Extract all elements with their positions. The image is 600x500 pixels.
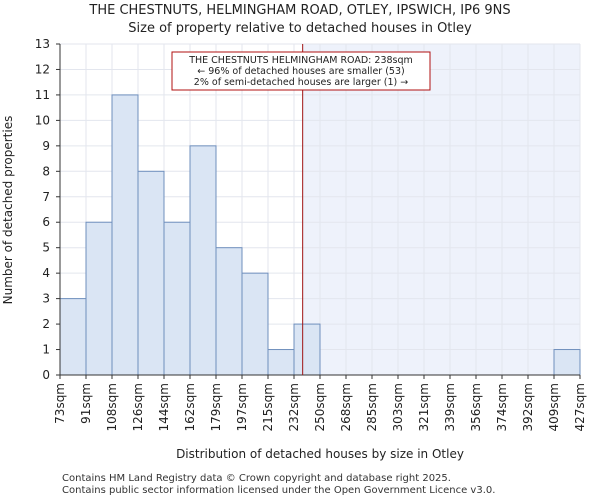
histogram-bar xyxy=(553,349,581,376)
x-tick-label: 108sqm xyxy=(105,383,119,431)
annotation-box xyxy=(171,51,431,91)
y-tick-label: 9 xyxy=(42,139,50,153)
x-tick-label: 144sqm xyxy=(157,383,171,431)
y-axis-label: Number of detached properties xyxy=(1,116,15,305)
x-tick-label: 215sqm xyxy=(261,383,275,431)
annotation-line: ← 96% of detached houses are smaller (53… xyxy=(197,66,404,77)
histogram-bar xyxy=(163,221,191,376)
histogram-bar xyxy=(189,145,217,376)
annotation-line: 2% of semi-detached houses are larger (1… xyxy=(194,77,408,88)
x-tick-label: 374sqm xyxy=(495,383,509,431)
y-tick-label: 2 xyxy=(42,317,50,331)
footer-copyright: Contains HM Land Registry data © Crown c… xyxy=(62,473,451,484)
x-tick-label: 250sqm xyxy=(313,383,327,431)
y-tick-label: 10 xyxy=(35,113,50,127)
y-tick-label: 11 xyxy=(35,88,50,102)
x-tick-label: 392sqm xyxy=(521,383,535,431)
x-tick-label: 409sqm xyxy=(547,383,561,431)
x-tick-label: 321sqm xyxy=(417,383,431,431)
chart-subtitle: Size of property relative to detached ho… xyxy=(128,21,472,36)
x-tick-label: 339sqm xyxy=(443,383,457,431)
x-tick-label: 285sqm xyxy=(365,383,379,431)
footer-licence: Contains public sector information licen… xyxy=(62,485,496,496)
y-tick-label: 1 xyxy=(42,343,50,357)
histogram-bar xyxy=(59,298,87,376)
x-tick-label: 126sqm xyxy=(131,383,145,431)
x-tick-label: 197sqm xyxy=(235,383,249,431)
x-tick-label: 232sqm xyxy=(287,383,301,431)
histogram-bar xyxy=(85,221,113,376)
y-tick-label: 7 xyxy=(42,190,50,204)
x-tick-label: 303sqm xyxy=(391,383,405,431)
histogram-bar xyxy=(215,247,243,376)
histogram-bar xyxy=(111,94,139,376)
y-tick-label: 12 xyxy=(35,62,50,76)
x-tick-label: 356sqm xyxy=(469,383,483,431)
y-tick-label: 13 xyxy=(35,37,50,51)
y-tick-label: 0 xyxy=(42,368,50,382)
y-tick-label: 5 xyxy=(42,241,50,255)
histogram-bar xyxy=(267,349,295,376)
histogram-bar xyxy=(241,272,269,376)
x-tick-label: 73sqm xyxy=(53,383,67,424)
annotation-line: THE CHESTNUTS HELMINGHAM ROAD: 238sqm xyxy=(188,55,413,66)
highlight-region xyxy=(302,44,580,375)
x-tick-label: 162sqm xyxy=(183,383,197,431)
chart-title: THE CHESTNUTS, HELMINGHAM ROAD, OTLEY, I… xyxy=(89,3,511,18)
x-tick-label: 268sqm xyxy=(339,383,353,431)
y-tick-label: 3 xyxy=(42,292,50,306)
x-tick-label: 179sqm xyxy=(209,383,223,431)
x-tick-label: 91sqm xyxy=(79,383,93,424)
x-axis-label: Distribution of detached houses by size … xyxy=(176,447,464,461)
y-tick-label: 8 xyxy=(42,164,50,178)
histogram-bar xyxy=(137,170,165,376)
x-tick-label: 427sqm xyxy=(573,383,587,431)
y-tick-label: 6 xyxy=(42,215,50,229)
y-tick-label: 4 xyxy=(42,266,50,280)
histogram-bar xyxy=(293,323,321,376)
